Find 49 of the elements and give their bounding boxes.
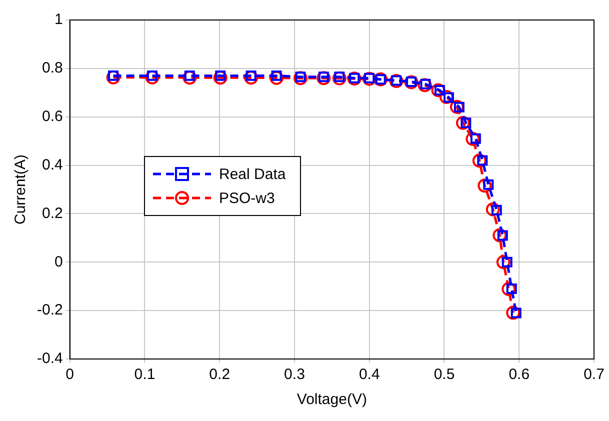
point [450,100,464,114]
point [246,70,256,81]
point [478,178,492,193]
point [332,71,346,86]
x-tick-label: 0.5 [434,366,455,384]
x-tick-label: 0 [66,366,74,384]
point [486,202,500,216]
y-tick-label: 0 [54,253,63,270]
point [389,74,404,88]
point [439,90,454,104]
x-tick-label: 0.3 [284,366,305,384]
point [418,78,432,92]
y-tick-label: 0.2 [42,204,63,222]
point [106,70,120,84]
point [270,70,284,85]
point [506,306,520,320]
y-tick-label: 0.8 [42,60,63,77]
y-tick-label: -0.2 [36,302,63,319]
point [492,228,507,242]
point [466,132,480,146]
point [293,71,308,86]
point [496,255,510,270]
x-tick-label: 0.4 [358,366,380,384]
point [502,282,516,296]
y-tick-label: 1 [54,11,63,28]
x-tick-label: 0.2 [209,366,230,384]
point [362,72,376,86]
point [182,70,197,85]
point [443,92,454,103]
y-tick-label: 0.6 [42,108,63,125]
point [456,116,470,130]
y-axis-title: Current(A) [12,154,30,225]
x-axis-title: Voltage(V) [296,391,367,408]
point [347,72,362,86]
point [271,70,282,81]
point [316,71,331,86]
point [404,75,418,90]
point [506,284,517,294]
point [145,70,160,84]
x-tick-label: 0.1 [134,366,156,384]
point [244,70,258,85]
point [213,70,228,85]
point [472,154,486,168]
y-tick-label: -0.4 [36,350,63,368]
x-tick-label: 0.7 [584,366,604,384]
legend-label: Real Data [219,166,286,182]
y-tick-label: 0.4 [42,156,63,174]
x-tick-label: 0.6 [508,366,530,384]
legend-label: PSO-w3 [219,190,275,206]
